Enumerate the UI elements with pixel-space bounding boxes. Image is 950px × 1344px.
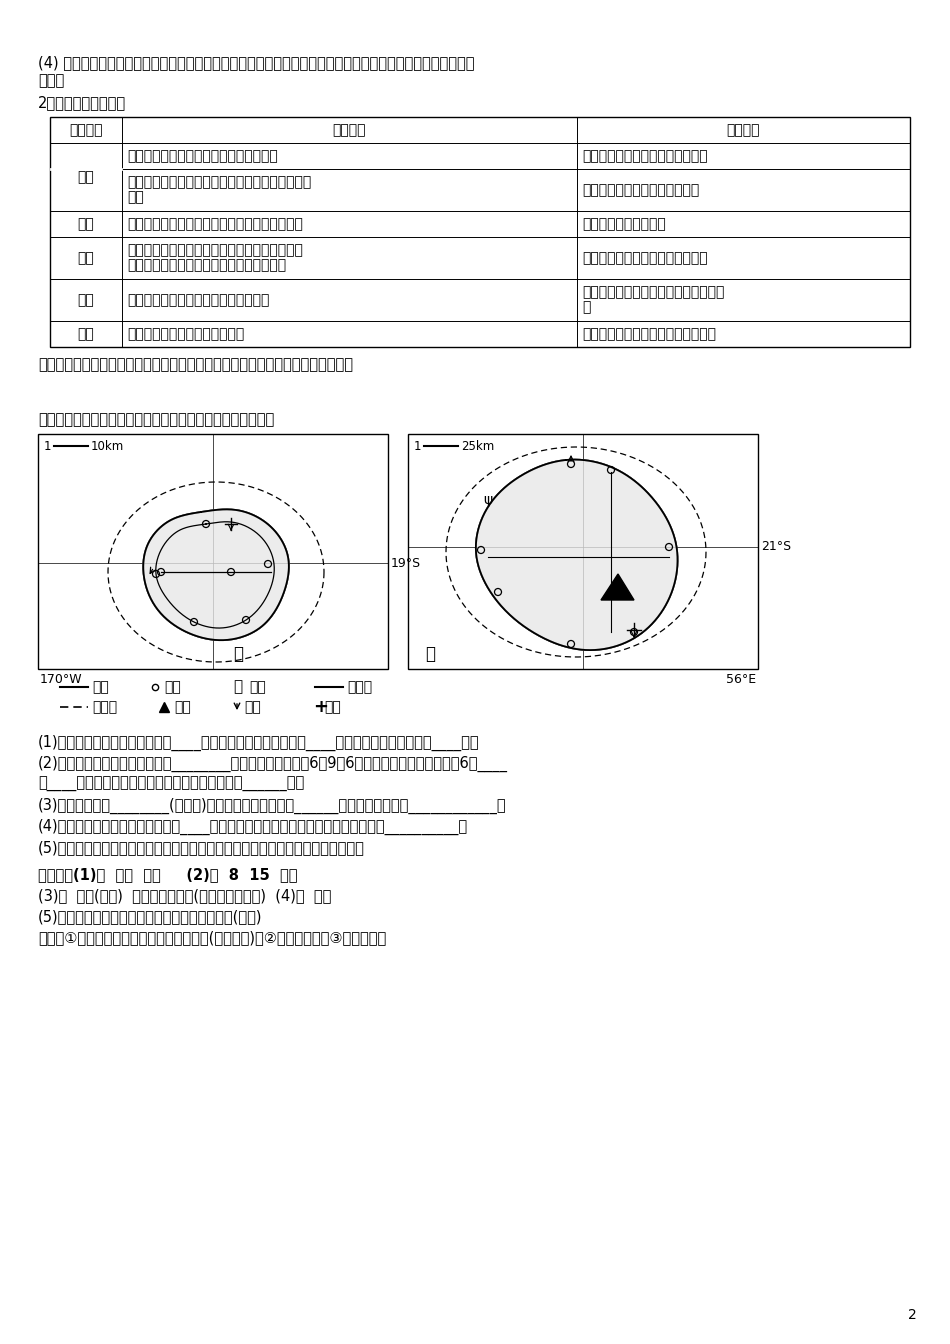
Text: 下图为甲、乙两岛略图，其中甲岛地势低平。完成下列要求。: 下图为甲、乙两岛略图，其中甲岛地势低平。完成下列要求。 bbox=[38, 413, 275, 427]
Text: 1: 1 bbox=[414, 439, 422, 453]
Text: 海岸线: 海岸线 bbox=[92, 700, 117, 714]
Text: 珊瑚礁: 珊瑚礁 bbox=[347, 680, 372, 694]
Text: 2: 2 bbox=[907, 1308, 917, 1322]
Text: 河流: 河流 bbox=[249, 680, 266, 694]
Text: 21°S: 21°S bbox=[761, 540, 791, 554]
Text: 25km: 25km bbox=[461, 439, 494, 453]
Text: (3)内  山地(丘陵)  中间高，四周低(高差大，坡度陡)  (4)乙  地形: (3)内 山地(丘陵) 中间高，四周低(高差大，坡度陡) (4)乙 地形 bbox=[38, 888, 332, 903]
Text: 乙: 乙 bbox=[425, 645, 435, 663]
Polygon shape bbox=[476, 460, 677, 650]
Text: (4)甲、乙两岛中公路密度较低的是____岛，导致该岛公路密度较低的主要自然因素是__________。: (4)甲、乙两岛中公路密度较低的是____岛，导致该岛公路密度较低的主要自然因素… bbox=[38, 818, 468, 835]
Text: 2．人类活动因素差异: 2．人类活动因素差异 bbox=[38, 95, 126, 110]
Text: +: + bbox=[313, 698, 328, 716]
Polygon shape bbox=[143, 509, 289, 640]
Text: 通过对以上因素的分析，确定区域特征差异，分析区域间的不同发展方向和状况。: 通过对以上因素的分析，确定区域特征差异，分析区域间的不同发展方向和状况。 bbox=[38, 358, 353, 372]
Bar bbox=[408, 434, 758, 669]
Text: (2)两岛相比，实际面积较大的是________岛。当乙岛的区时为6月9日6时，甲岛所在时区的区时为6月____: (2)两岛相比，实际面积较大的是________岛。当乙岛的区时为6月9日6时，… bbox=[38, 755, 508, 773]
Text: 机械化、生产率、商品率等差异: 机械化、生产率、商品率等差异 bbox=[582, 183, 699, 198]
Text: 理由：①位于环岛公路与横穿岛屿公路交点(交通枢扭)；②附近有机场；③地处海滨。: 理由：①位于环岛公路与横穿岛屿公路交点(交通枢扭)；②附近有机场；③地处海滨。 bbox=[38, 930, 387, 945]
Text: 人口: 人口 bbox=[78, 251, 94, 265]
Text: 城市形态、数量、规模、发展水平等差: 城市形态、数量、规模、发展水平等差 bbox=[582, 285, 724, 300]
Text: (5)甲岛西侧中部交通线交点处为该岛最大城镇。(图略): (5)甲岛西侧中部交通线交点处为该岛最大城镇。(图略) bbox=[38, 909, 262, 925]
Text: 区域耕地、水资源等自然条件和经济状况、科技: 区域耕地、水资源等自然条件和经济状况、科技 bbox=[127, 243, 303, 258]
Text: 【答案】(1)西  太平  印度     (2)乙  8  15  东南: 【答案】(1)西 太平 印度 (2)乙 8 15 东南 bbox=[38, 867, 297, 882]
Text: 10km: 10km bbox=[91, 439, 124, 453]
Text: 城市: 城市 bbox=[78, 293, 94, 306]
Text: 人类活动: 人类活动 bbox=[69, 124, 103, 137]
Text: 农业: 农业 bbox=[78, 169, 94, 184]
Text: 1: 1 bbox=[44, 439, 51, 453]
Text: (1)按东、西半球划分，甲岛位于____半球，甲岛周围的水域属于____洋，乙岛周围的水域属于____洋。: (1)按东、西半球划分，甲岛位于____半球，甲岛周围的水域属于____洋，乙岛… bbox=[38, 735, 480, 751]
Text: 地形、位置、经济、人口等差异: 地形、位置、经济、人口等差异 bbox=[127, 327, 244, 341]
Text: 水平、开发历史、开放程度等社会条件差异: 水平、开发历史、开放程度等社会条件差异 bbox=[127, 258, 286, 273]
Text: 人口规模、密度、增长速度等差异: 人口规模、密度、增长速度等差异 bbox=[582, 251, 708, 265]
Text: 火山: 火山 bbox=[174, 700, 191, 714]
Text: 56°E: 56°E bbox=[726, 673, 756, 685]
Text: 港口: 港口 bbox=[244, 700, 260, 714]
Text: 气候、地形、土壤、水源等自然条件差异: 气候、地形、土壤、水源等自然条件差异 bbox=[127, 149, 277, 163]
Text: ψ: ψ bbox=[484, 493, 492, 507]
Text: (5)判断甲岛最大城镇所在地，并在图上把该城镇的符号圈出来；说明判断的理由。: (5)判断甲岛最大城镇所在地，并在图上把该城镇的符号圈出来；说明判断的理由。 bbox=[38, 840, 365, 855]
Text: 工业: 工业 bbox=[78, 216, 94, 231]
Text: 公路: 公路 bbox=[92, 680, 108, 694]
Bar bbox=[38, 434, 388, 669]
Text: 差异: 差异 bbox=[127, 191, 143, 204]
Text: 工业类型、规模等差异: 工业类型、规模等差异 bbox=[582, 216, 666, 231]
Text: 地形、气候、河流、资源、交通等差异: 地形、气候、河流、资源、交通等差异 bbox=[127, 293, 270, 306]
Text: 市场、劳动力、交通、科技、政策等社会经济条件: 市场、劳动力、交通、科技、政策等社会经济条件 bbox=[127, 176, 312, 190]
Text: 资源、市场、劳动力、科技、交通、政策等差异: 资源、市场、劳动力、科技、交通、政策等差异 bbox=[127, 216, 303, 231]
Text: 交通方式、线网密度、通达度等差异: 交通方式、线网密度、通达度等差异 bbox=[582, 327, 716, 341]
Text: 差异。: 差异。 bbox=[38, 73, 65, 87]
Text: 甲: 甲 bbox=[233, 645, 243, 663]
Text: 日____时。当我国处于隆冬季节，甲岛盛行风向为______风。: 日____时。当我国处于隆冬季节，甲岛盛行风向为______风。 bbox=[38, 777, 304, 792]
Text: 19°S: 19°S bbox=[391, 556, 421, 570]
Text: (4) 土壤差异的形成：不同区域的气候、植被及人类生产活动因素的差异造成土壤类型、厚度、肥力、酸碱度的: (4) 土壤差异的形成：不同区域的气候、植被及人类生产活动因素的差异造成土壤类型… bbox=[38, 55, 474, 70]
Text: 交通: 交通 bbox=[78, 327, 94, 341]
Text: 城镇: 城镇 bbox=[164, 680, 180, 694]
Text: 异: 异 bbox=[582, 301, 590, 314]
Text: 机场: 机场 bbox=[324, 700, 341, 714]
Polygon shape bbox=[601, 574, 634, 599]
Bar bbox=[50, 117, 910, 347]
Text: (3)乙岛主要是由________(内或外)力作用形成的，地形以______为主，地势特点是____________。: (3)乙岛主要是由________(内或外)力作用形成的，地形以______为主… bbox=[38, 798, 506, 814]
Text: 差异成因: 差异成因 bbox=[332, 124, 367, 137]
Text: 作物种类、耕作制度、产量等差异: 作物种类、耕作制度、产量等差异 bbox=[582, 149, 708, 163]
Text: ？: ？ bbox=[233, 680, 242, 695]
Text: 170°W: 170°W bbox=[40, 673, 83, 685]
Text: 具体表现: 具体表现 bbox=[727, 124, 760, 137]
